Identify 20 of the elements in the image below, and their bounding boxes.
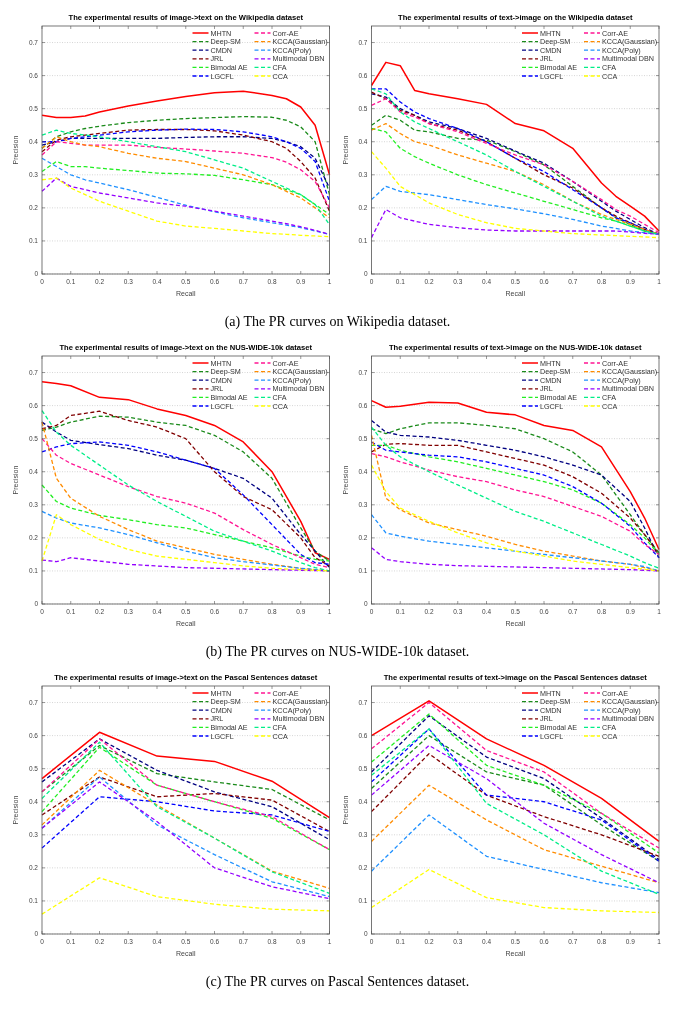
line-series: [41, 484, 331, 562]
line-series: [370, 61, 660, 232]
line-series: [370, 399, 660, 551]
line-series: [41, 776, 331, 833]
line-series: [370, 753, 660, 857]
line-series: [370, 814, 660, 894]
line-series: [41, 796, 331, 849]
line-series: [370, 185, 660, 235]
line-series: [370, 728, 660, 895]
line-series: [41, 877, 331, 915]
text: (c) The PR curves on Pascal Sentences dataset.: [205, 974, 470, 990]
line-series: [41, 90, 331, 176]
line-series: [370, 744, 660, 884]
line-series: [370, 208, 660, 239]
line-series: [41, 160, 331, 216]
line-series: [41, 731, 331, 819]
line-series: [41, 141, 331, 209]
line-series: [41, 741, 331, 894]
text: (a) The PR curves on Wikipedia dataset.: [224, 314, 451, 330]
text: (b) The PR curves on NUS-WIDE-10k dataset.: [205, 644, 470, 660]
